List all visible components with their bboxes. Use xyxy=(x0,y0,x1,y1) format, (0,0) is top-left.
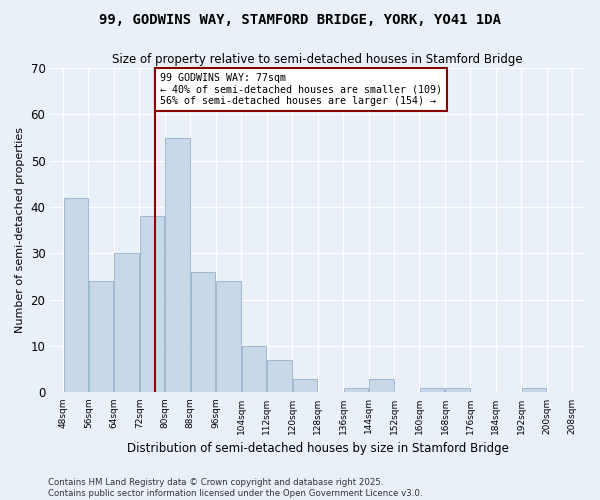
Text: Contains HM Land Registry data © Crown copyright and database right 2025.
Contai: Contains HM Land Registry data © Crown c… xyxy=(48,478,422,498)
Bar xyxy=(89,281,113,392)
Bar xyxy=(445,388,470,392)
Bar xyxy=(420,388,445,392)
Bar xyxy=(267,360,292,392)
Bar xyxy=(293,378,317,392)
Bar xyxy=(64,198,88,392)
Text: 99, GODWINS WAY, STAMFORD BRIDGE, YORK, YO41 1DA: 99, GODWINS WAY, STAMFORD BRIDGE, YORK, … xyxy=(99,12,501,26)
Title: Size of property relative to semi-detached houses in Stamford Bridge: Size of property relative to semi-detach… xyxy=(112,52,523,66)
Bar xyxy=(344,388,368,392)
X-axis label: Distribution of semi-detached houses by size in Stamford Bridge: Distribution of semi-detached houses by … xyxy=(127,442,509,455)
Bar xyxy=(191,272,215,392)
Bar xyxy=(140,216,164,392)
Y-axis label: Number of semi-detached properties: Number of semi-detached properties xyxy=(15,127,25,333)
Bar xyxy=(216,281,241,392)
Bar xyxy=(166,138,190,392)
Text: 99 GODWINS WAY: 77sqm
← 40% of semi-detached houses are smaller (109)
56% of sem: 99 GODWINS WAY: 77sqm ← 40% of semi-deta… xyxy=(160,72,442,106)
Bar xyxy=(115,254,139,392)
Bar xyxy=(242,346,266,393)
Bar xyxy=(369,378,394,392)
Bar xyxy=(522,388,547,392)
